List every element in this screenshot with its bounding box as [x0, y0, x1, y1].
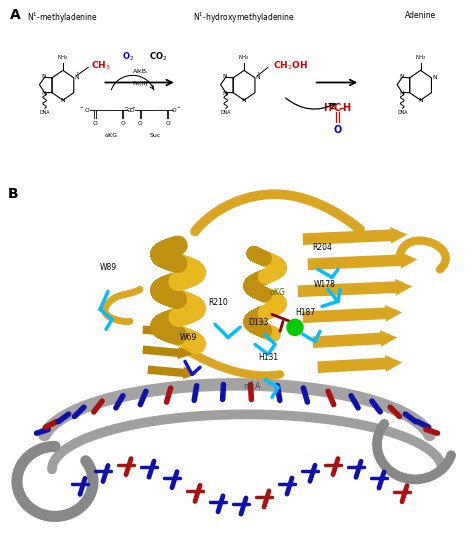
Text: DNA: DNA: [397, 111, 408, 116]
Text: H187: H187: [295, 309, 315, 317]
Text: A: A: [9, 8, 20, 22]
Text: N: N: [399, 74, 404, 79]
Text: Adenine: Adenine: [405, 11, 436, 20]
Text: W69: W69: [179, 333, 197, 342]
Text: CH$_3$: CH$_3$: [91, 59, 111, 72]
Text: Fe(II): Fe(II): [133, 81, 148, 86]
Text: N: N: [418, 97, 423, 103]
Text: N: N: [74, 75, 79, 80]
Text: O: O: [165, 121, 170, 126]
Text: N: N: [41, 91, 46, 96]
Text: NH$_2$: NH$_2$: [415, 53, 427, 62]
Text: O$^-$: O$^-$: [126, 106, 137, 114]
Text: αKG: αKG: [104, 133, 117, 138]
Text: $^+$: $^+$: [256, 71, 262, 76]
Text: N$^1$-hydroxymethyladenine: N$^1$-hydroxymethyladenine: [193, 11, 295, 25]
Text: Suc: Suc: [150, 133, 162, 138]
Text: H: H: [324, 103, 332, 113]
Text: N: N: [399, 91, 404, 96]
Text: H: H: [342, 103, 350, 113]
Text: DNA: DNA: [39, 111, 50, 116]
Text: B: B: [8, 188, 18, 201]
Text: D133: D133: [248, 318, 268, 327]
Text: O: O: [120, 121, 125, 126]
Text: N: N: [61, 97, 65, 103]
Text: αKG: αKG: [270, 288, 286, 298]
Text: $^-$O: $^-$O: [80, 106, 91, 114]
Text: CO$_2$: CO$_2$: [149, 51, 167, 63]
Text: m$^1$A: m$^1$A: [243, 379, 261, 392]
Text: $^-$O: $^-$O: [125, 106, 136, 114]
Text: N$^1$-methyladenine: N$^1$-methyladenine: [27, 11, 98, 25]
Circle shape: [287, 320, 303, 335]
Text: R204: R204: [312, 243, 332, 252]
Text: N: N: [41, 74, 46, 79]
Text: DNA: DNA: [220, 111, 231, 116]
Text: $^+$: $^+$: [75, 71, 81, 76]
Text: O: O: [92, 121, 97, 126]
Text: AlkB,: AlkB,: [132, 69, 148, 74]
Text: C: C: [333, 103, 341, 113]
Text: NH$_2$: NH$_2$: [238, 53, 250, 62]
Text: H131: H131: [258, 354, 278, 362]
Text: N: N: [222, 91, 227, 96]
Text: O$_2$: O$_2$: [122, 51, 134, 63]
Text: N: N: [222, 74, 227, 79]
Text: NH$_2$: NH$_2$: [57, 53, 69, 62]
Text: N: N: [255, 75, 260, 80]
Text: R210: R210: [208, 298, 228, 307]
Text: O$^-$: O$^-$: [171, 106, 182, 114]
Text: W89: W89: [100, 263, 117, 272]
Text: O: O: [333, 125, 342, 135]
Text: CH$_2$OH: CH$_2$OH: [273, 59, 308, 72]
Text: W178: W178: [314, 280, 336, 289]
Text: N: N: [242, 97, 246, 103]
Text: O: O: [138, 121, 142, 126]
Text: N: N: [432, 75, 437, 80]
